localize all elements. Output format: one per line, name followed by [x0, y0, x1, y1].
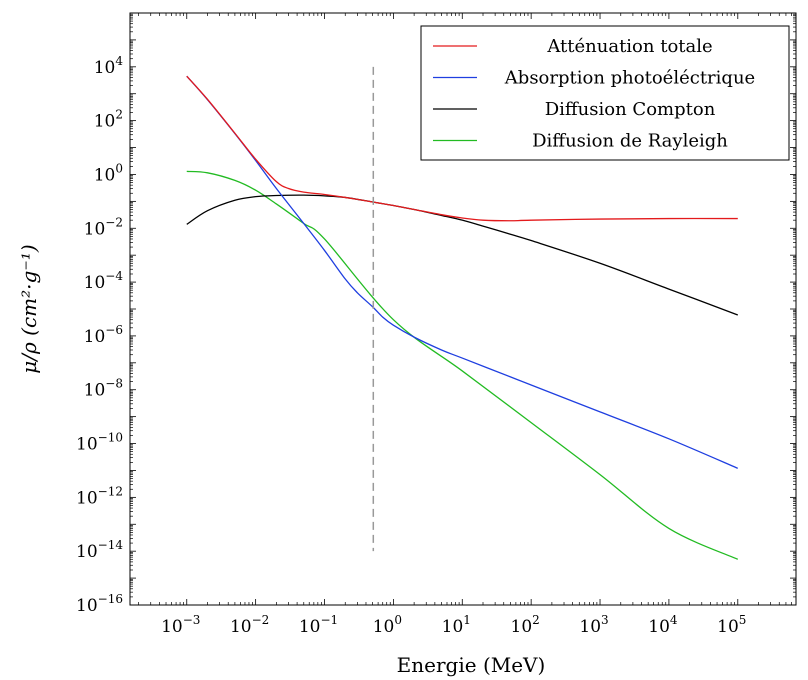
- x-tick-label: 103: [579, 613, 608, 637]
- x-tick-label: 104: [648, 613, 678, 637]
- x-tick-label: 10−2: [230, 613, 269, 637]
- y-tick-label: 10−16: [76, 592, 123, 616]
- y-tick-label: 10−8: [84, 377, 123, 401]
- x-tick-label: 10−3: [161, 613, 200, 637]
- series-line-absorption-photoelectrique: [186, 75, 739, 469]
- series-line-diffusion-de-rayleigh: [186, 170, 739, 560]
- x-tick-label: 102: [511, 613, 540, 637]
- legend-label: Diffusion de Rayleigh: [532, 131, 728, 152]
- x-tick-label: 105: [717, 613, 746, 637]
- legend: Atténuation totale Absorption photoéléctr…: [420, 25, 790, 161]
- series-line-diffusion-compton: [186, 194, 739, 316]
- y-tick-label: 104: [94, 54, 124, 78]
- y-tick-label: 102: [94, 108, 123, 132]
- x-tick-label: 10−1: [299, 613, 338, 637]
- legend-label: Absorption photoéléctrique: [504, 68, 755, 89]
- y-tick-label: 10−6: [84, 323, 123, 347]
- x-axis-tick-labels: 10−3 10−2 10−1 100 101 102 103 104 105: [161, 613, 746, 637]
- y-tick-label: 100: [94, 161, 123, 185]
- legend-label: Diffusion Compton: [545, 99, 716, 120]
- series-line-attenuation-totale: [186, 75, 738, 222]
- y-tick-label: 10−4: [84, 269, 124, 293]
- y-tick-label: 10−2: [84, 215, 123, 239]
- x-tick-label: 101: [442, 613, 471, 637]
- axis-major-ticks: [130, 12, 796, 606]
- y-tick-label: 10−10: [76, 431, 123, 455]
- x-tick-label: 100: [373, 613, 402, 637]
- y-tick-label: 10−12: [76, 484, 123, 508]
- x-axis-title: Energie (MeV): [397, 653, 546, 677]
- series-lines: [186, 75, 739, 560]
- axis-minor-ticks: [130, 13, 796, 605]
- legend-box: [420, 25, 790, 161]
- y-axis-tick-labels: 104 102 100 10−2 10−4 10−6 10−8 10−10 10−12 10−14…: [76, 54, 123, 616]
- legend-label: Atténuation totale: [546, 36, 712, 57]
- y-tick-label: 10−14: [76, 538, 123, 562]
- y-axis-title: μ/ρ (cm²·g⁻¹): [17, 244, 41, 373]
